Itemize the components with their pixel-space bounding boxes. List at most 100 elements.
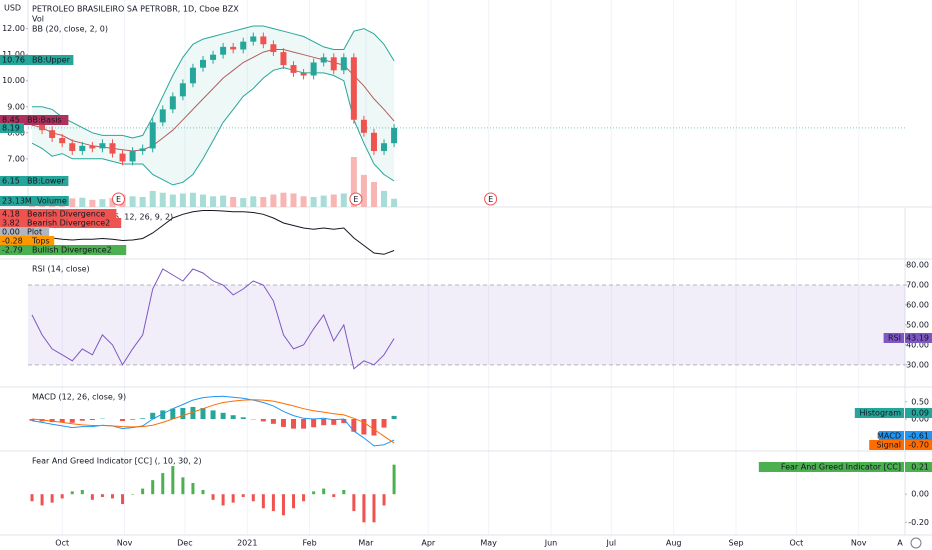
tag-name: Tops <box>31 237 50 246</box>
y-tick-label: 70.00 <box>906 280 929 289</box>
histogram-bar <box>321 419 327 426</box>
indicator-bar <box>121 494 125 505</box>
indicator-bar <box>261 494 265 509</box>
tag-name-box <box>854 408 904 418</box>
tag-value-box <box>0 115 24 125</box>
tag-value-box <box>0 123 24 133</box>
tag-value-box <box>0 55 29 65</box>
x-tick-label: Aug <box>666 539 682 548</box>
x-tick-label: Dec <box>177 539 192 548</box>
tag-name-box <box>758 462 904 472</box>
y-tick-label: 12.00 <box>2 24 25 33</box>
axis-tag: -2.79 Bullish Divergence2 <box>0 245 127 255</box>
candle-body <box>220 46 227 55</box>
tag-value: -2.79 <box>2 246 23 255</box>
histogram-bar <box>170 408 176 419</box>
indicator-bar <box>231 494 235 503</box>
tag-value-box <box>0 245 29 255</box>
histogram-bar <box>220 412 226 419</box>
x-tick-label: Nov <box>117 539 133 548</box>
indicator-bar <box>211 494 215 500</box>
indicator-bar <box>302 494 306 502</box>
tag-value-box <box>905 333 932 343</box>
tag-name: MACD <box>877 432 901 441</box>
histogram-bar <box>381 419 387 428</box>
currency-label: USD <box>4 4 21 13</box>
tag-name: RSI <box>888 334 901 343</box>
auto-scale-button[interactable]: A <box>897 539 903 548</box>
candle-body <box>49 130 56 138</box>
indicator-bar <box>171 466 175 495</box>
histogram-bar <box>150 412 156 419</box>
candle-body <box>230 46 237 50</box>
settings-icon[interactable] <box>910 537 922 549</box>
tag-value: 8.45 <box>2 116 20 125</box>
tag-name: Plot <box>27 228 42 237</box>
earnings-label: E <box>353 195 358 204</box>
legend-entry: Vol <box>32 15 44 24</box>
volume-bar <box>99 199 106 207</box>
histogram-bar <box>341 419 347 424</box>
y-tick-label: 80.00 <box>906 260 929 269</box>
bb-upper-line <box>32 25 395 139</box>
histogram-bar <box>140 418 146 419</box>
tag-name: Bullish Divergence2 <box>32 246 112 255</box>
candle-body <box>119 153 126 162</box>
histogram-bar <box>190 406 196 419</box>
histogram-bar <box>230 415 236 419</box>
histogram-bar <box>59 419 65 423</box>
tag-name: Bearish Divergence <box>27 210 105 219</box>
tag-name-box <box>29 245 127 255</box>
indicator-bar <box>271 494 275 512</box>
histogram-bar <box>69 419 75 423</box>
x-tick-label: Nov <box>851 539 867 548</box>
histogram-bar <box>351 419 357 432</box>
volume-bar <box>189 192 196 207</box>
histogram-bar <box>260 419 266 422</box>
bb-lower-line <box>31 67 395 186</box>
indicator-bar <box>110 494 114 499</box>
candle-body <box>149 122 156 149</box>
indicator-bar <box>251 494 255 502</box>
tag-name: Histogram <box>860 409 902 418</box>
tag-value-box <box>905 440 932 450</box>
volume-bar <box>290 193 297 207</box>
volume-bar <box>159 192 166 207</box>
indicator-bar <box>292 494 296 509</box>
indicator-bar <box>312 491 316 495</box>
x-tick-label: Apr <box>421 539 436 548</box>
tag-value: 0.21 <box>911 463 929 472</box>
y-tick-label: 11.00 <box>2 50 25 59</box>
tag-value: 0.00 <box>2 228 20 237</box>
volume-bar <box>169 194 176 207</box>
tag-value: 8.19 <box>2 124 20 133</box>
tag-value-box <box>905 431 932 441</box>
histogram-bar <box>371 419 377 436</box>
y-tick-label: 0.00 <box>911 415 929 424</box>
earnings-marker <box>112 192 126 206</box>
tag-name-box <box>24 115 69 125</box>
volume-bar <box>350 157 357 207</box>
y-tick-label: 50.00 <box>906 320 929 329</box>
indicator-bar <box>322 488 326 495</box>
earnings-marker <box>484 192 498 206</box>
tag-name-box <box>24 227 50 237</box>
x-tick-label: Sep <box>728 539 743 548</box>
histogram-bar <box>291 419 297 429</box>
tag-name: Signal <box>876 441 901 450</box>
candle-body <box>129 151 136 162</box>
indicator-bar <box>392 464 396 495</box>
tag-name-box <box>29 236 55 246</box>
x-tick-label: Mar <box>358 539 374 548</box>
histogram-bar <box>160 410 166 419</box>
volume-bar <box>79 197 86 207</box>
candle-body <box>199 59 206 68</box>
histogram-bar <box>391 415 397 419</box>
candle-body <box>69 143 76 152</box>
y-tick-label: 0.00 <box>911 490 929 499</box>
volume-bar <box>149 190 156 207</box>
histogram-bar <box>240 417 246 419</box>
volume-bar <box>220 195 227 207</box>
x-tick-label: Jun <box>544 539 558 548</box>
